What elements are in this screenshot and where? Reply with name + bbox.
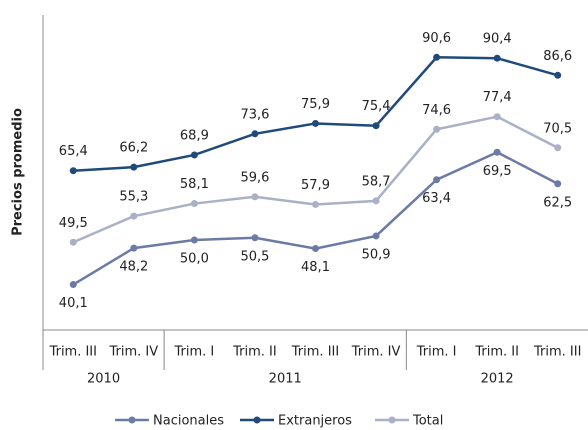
legend-marker xyxy=(253,416,261,424)
data-point xyxy=(69,238,77,246)
data-label: 62,5 xyxy=(543,195,572,210)
data-label: 66,2 xyxy=(119,141,148,156)
data-label: 63,4 xyxy=(422,191,451,206)
x-tick-label: Trim. I xyxy=(416,345,457,360)
data-label: 75,4 xyxy=(362,99,391,114)
data-point xyxy=(312,200,319,208)
data-label: 65,4 xyxy=(59,144,88,159)
data-label: 48,2 xyxy=(119,260,148,275)
data-label: 68,9 xyxy=(180,128,209,143)
data-label: 50,5 xyxy=(240,249,269,264)
x-tick-label: Trim. III xyxy=(291,345,339,360)
data-label: 48,1 xyxy=(301,260,330,275)
data-point xyxy=(372,122,380,130)
data-point xyxy=(190,200,198,208)
data-point xyxy=(372,232,380,240)
data-point xyxy=(554,180,562,188)
x-tick-label: Trim. III xyxy=(49,345,97,360)
data-point xyxy=(251,234,259,242)
data-point xyxy=(312,245,319,253)
data-point xyxy=(554,71,562,79)
data-label: 58,7 xyxy=(362,174,391,189)
x-tick-label: Trim. IV xyxy=(109,345,159,360)
legend-label: Extranjeros xyxy=(278,414,352,429)
data-point xyxy=(433,125,441,133)
data-label: 40,1 xyxy=(59,296,88,311)
data-point xyxy=(190,236,198,244)
group-label: 2012 xyxy=(481,372,514,387)
data-point xyxy=(554,144,562,152)
data-label: 55,3 xyxy=(119,190,148,205)
data-point xyxy=(372,197,380,205)
data-label: 50,0 xyxy=(180,252,209,267)
data-label: 73,6 xyxy=(240,107,269,122)
data-point xyxy=(433,176,441,184)
data-point xyxy=(251,193,259,201)
data-point xyxy=(190,151,198,159)
group-label: 2011 xyxy=(269,372,302,387)
data-label: 57,9 xyxy=(301,178,330,193)
data-label: 58,1 xyxy=(180,177,209,192)
data-label: 70,5 xyxy=(543,121,572,136)
data-point xyxy=(433,53,441,61)
group-label: 2010 xyxy=(87,372,120,387)
data-label: 86,6 xyxy=(543,49,572,64)
data-point xyxy=(69,167,77,175)
data-label: 69,5 xyxy=(483,164,512,179)
data-point xyxy=(130,212,138,220)
data-point xyxy=(251,130,259,138)
x-tick-label: Trim. II xyxy=(232,345,277,360)
data-point xyxy=(493,54,501,62)
data-label: 90,4 xyxy=(483,32,512,47)
data-label: 75,9 xyxy=(301,97,330,112)
legend-label: Nacionales xyxy=(153,414,224,429)
x-tick-label: Trim. II xyxy=(474,345,519,360)
data-point xyxy=(130,244,138,252)
legend-marker xyxy=(388,416,396,424)
data-point xyxy=(69,281,77,289)
legend-label: Total xyxy=(412,414,443,429)
x-tick-label: Trim. IV xyxy=(351,345,401,360)
data-label: 90,6 xyxy=(422,31,451,46)
legend-marker xyxy=(128,416,136,424)
data-label: 59,6 xyxy=(240,170,269,185)
x-tick-label: Trim. I xyxy=(174,345,215,360)
x-tick-label: Trim. III xyxy=(533,345,581,360)
data-point xyxy=(493,113,501,121)
data-point xyxy=(493,148,501,156)
data-point xyxy=(130,163,138,171)
y-axis-label: Precios promedio xyxy=(11,108,26,236)
data-label: 77,4 xyxy=(483,90,512,105)
data-label: 49,5 xyxy=(59,216,88,231)
data-point xyxy=(312,119,319,127)
data-label: 74,6 xyxy=(422,103,451,118)
data-label: 50,9 xyxy=(362,247,391,262)
